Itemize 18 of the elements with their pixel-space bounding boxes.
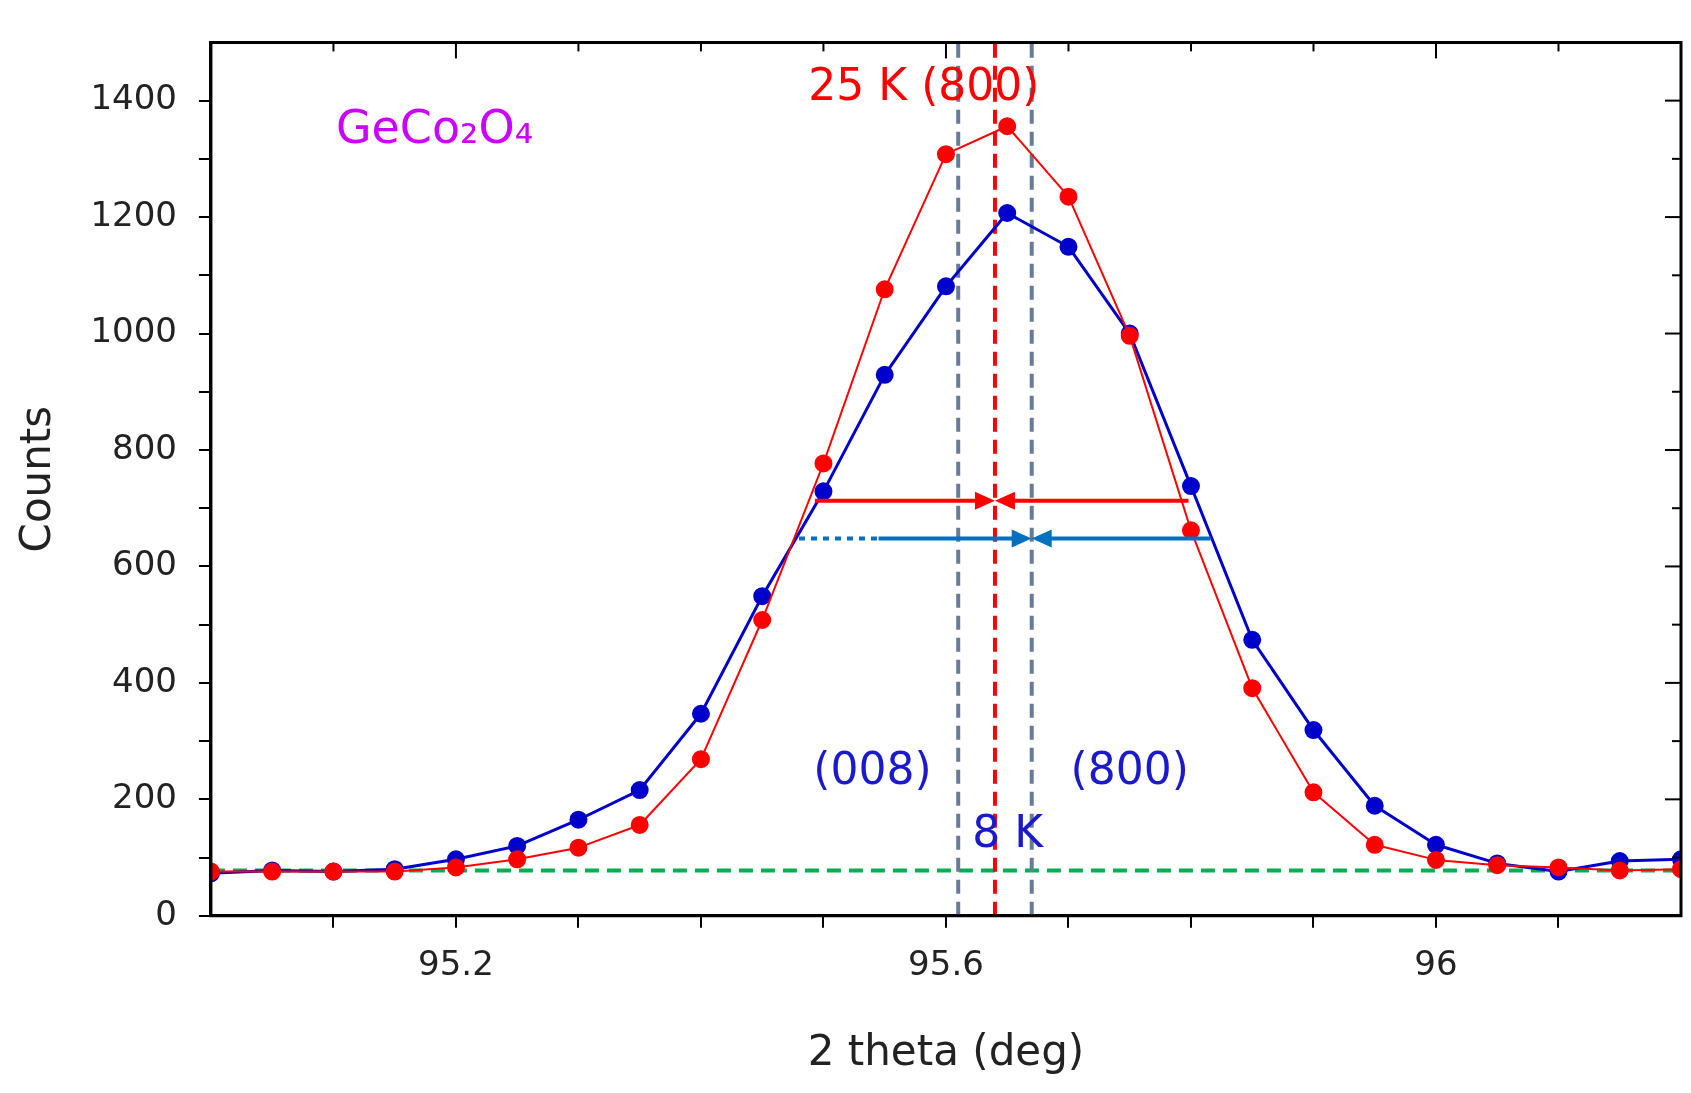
annotation: 25 K (800) [808,59,1040,111]
y-tick-label: 400 [112,659,177,700]
annotation: (008) [813,743,932,794]
annotation: GeCo₂O₄ [335,100,534,155]
y-tick-label: 600 [112,543,177,584]
y-tick-label: 1000 [90,310,177,351]
y-tick-label: 1200 [90,193,177,234]
y-tick-label: 200 [112,776,177,817]
annotation: 8 K [972,805,1045,857]
x-tick-label: 95.6 [908,943,984,984]
y-tick-label: 0 [155,892,177,933]
annotation: (800) [1070,743,1189,794]
x-tick-label: 96 [1414,943,1458,984]
x-tick-label: 95.2 [418,943,494,984]
y-tick-label: 800 [112,426,177,467]
y-axis-title: Counts [11,405,61,553]
x-axis-title: 2 theta (deg) [807,1025,1085,1075]
y-tick-label: 1400 [90,77,177,118]
